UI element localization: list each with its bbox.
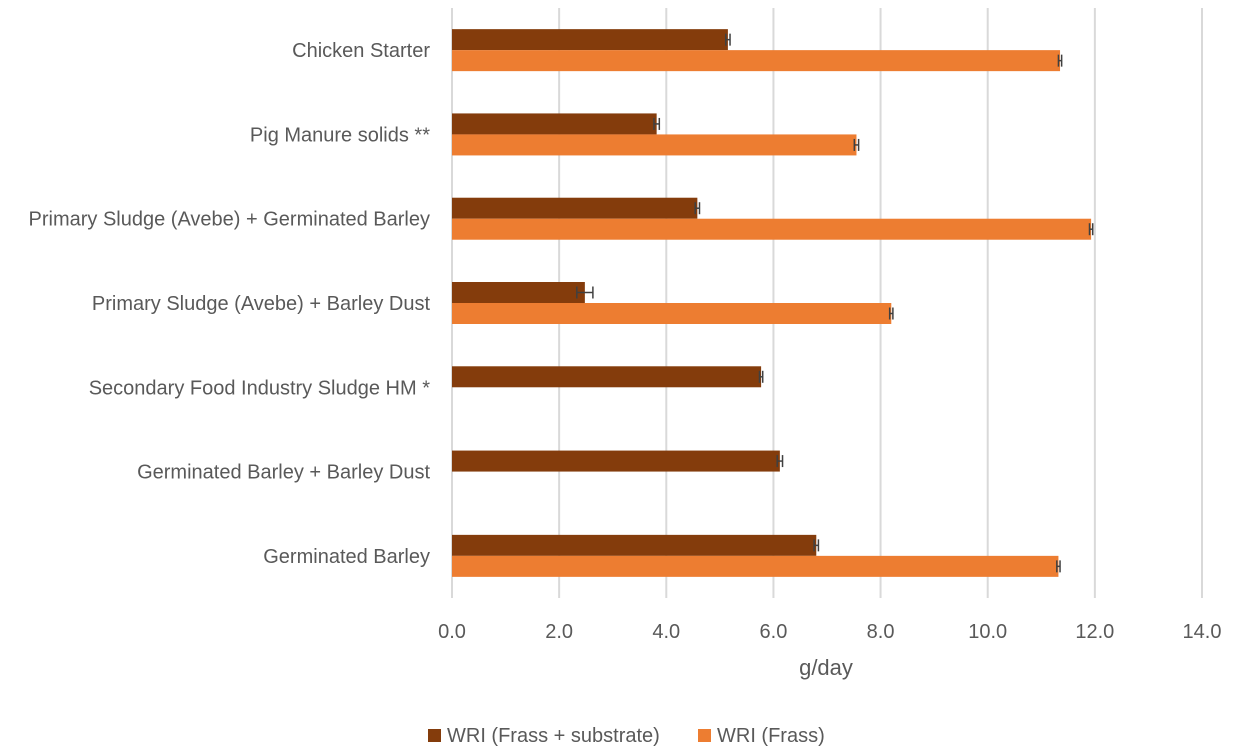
bar-frass-substrate	[452, 282, 585, 303]
category-label: Primary Sludge (Avebe) + Barley Dust	[92, 293, 431, 315]
bar-frass-substrate	[452, 450, 780, 472]
x-tick-label: 0.0	[438, 621, 466, 643]
category-label: Pig Manure solids **	[250, 124, 430, 146]
legend-swatch	[698, 729, 711, 742]
legend-label: WRI (Frass)	[717, 725, 825, 746]
category-label: Primary Sludge (Avebe) + Germinated Barl…	[29, 209, 430, 231]
x-axis-title: g/day	[799, 655, 853, 680]
legend: WRI (Frass + substrate) WRI (Frass)	[428, 725, 825, 746]
bar-frass	[452, 50, 1061, 72]
bar-frass-substrate	[452, 534, 817, 556]
x-tick-label: 8.0	[867, 621, 895, 643]
bar-frass-substrate	[452, 29, 728, 51]
x-tick-label: 14.0	[1183, 621, 1222, 643]
x-tick-labels: 0.0 2.0 4.0 6.0 8.0 10.0 12.0 14.0	[438, 621, 1221, 643]
category-label: Germinated Barley	[263, 546, 430, 568]
bars-group	[452, 29, 1094, 577]
category-label: Secondary Food Industry Sludge HM *	[89, 377, 431, 399]
category-labels: Chicken Starter Pig Manure solids ** Prima…	[29, 40, 431, 568]
bar-frass	[452, 134, 857, 156]
x-tick-label: 4.0	[652, 621, 680, 643]
x-tick-label: 12.0	[1075, 621, 1114, 643]
legend-swatch	[428, 729, 441, 742]
x-tick-label: 6.0	[760, 621, 788, 643]
x-tick-label: 2.0	[545, 621, 573, 643]
bar-frass	[452, 218, 1092, 240]
legend-label: WRI (Frass + substrate)	[447, 725, 660, 746]
x-tick-label: 10.0	[968, 621, 1007, 643]
bar-frass	[452, 303, 892, 324]
category-label: Germinated Barley + Barley Dust	[137, 462, 430, 484]
bar-frass-substrate	[452, 366, 762, 388]
bar-frass	[452, 555, 1059, 577]
bar-frass-substrate	[452, 197, 698, 219]
bar-frass-substrate	[452, 113, 657, 135]
category-label: Chicken Starter	[292, 40, 430, 62]
